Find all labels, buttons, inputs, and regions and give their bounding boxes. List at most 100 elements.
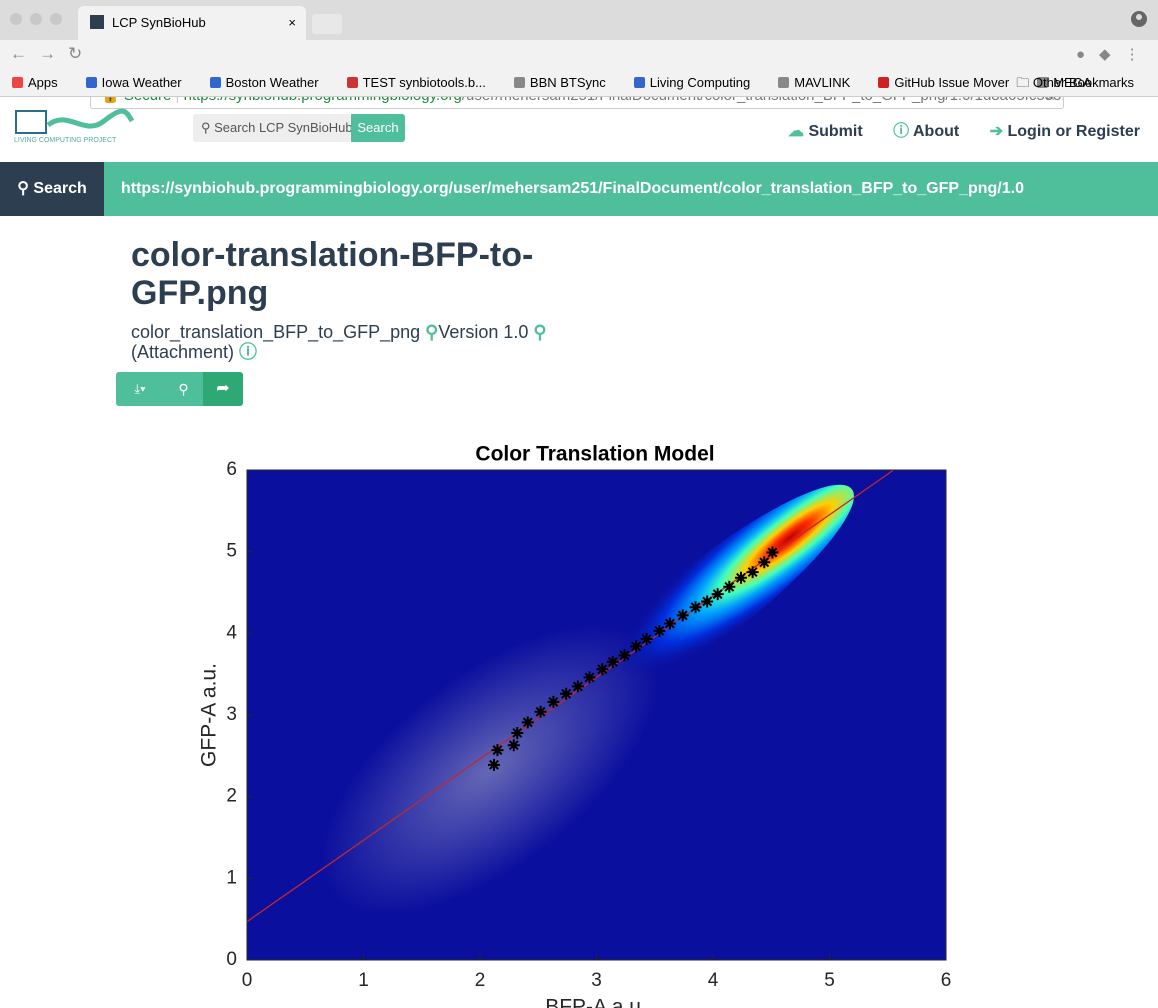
bookmark-label: Iowa Weather bbox=[101, 75, 182, 90]
bookmark-label: TEST synbiotools.b... bbox=[362, 75, 486, 90]
point bbox=[723, 580, 736, 593]
point bbox=[711, 588, 724, 601]
bookmark[interactable]: GitHub Issue Mover bbox=[878, 75, 1023, 90]
point bbox=[663, 617, 676, 630]
bookmark[interactable]: MEGA bbox=[1037, 75, 1105, 90]
point bbox=[734, 571, 747, 584]
bookmark[interactable]: Iowa Weather bbox=[85, 75, 196, 90]
point bbox=[583, 671, 596, 684]
x-tick-label: 3 bbox=[591, 970, 602, 991]
search-tab[interactable]: ⚲ Search bbox=[0, 162, 104, 216]
x-axis-label: BFP-A a.u. bbox=[545, 996, 647, 1008]
x-tick-label: 2 bbox=[475, 970, 486, 991]
logo[interactable]: LIVING COMPUTING PROJECT bbox=[14, 107, 136, 147]
site-header: LIVING COMPUTING PROJECT ⚲ Search LCP Sy… bbox=[0, 97, 1158, 162]
bookmark[interactable]: Boston Weather bbox=[209, 75, 333, 90]
subtitle: color_translation_BFP_to_GFP_png ⚲Versio… bbox=[131, 322, 547, 362]
plot-frame bbox=[246, 469, 947, 961]
point bbox=[746, 566, 759, 579]
bookmark[interactable]: Apps bbox=[12, 75, 72, 90]
new-tab[interactable] bbox=[312, 14, 342, 34]
nav-link[interactable]: About bbox=[912, 123, 960, 140]
tab-title: LCP SynBioHub bbox=[112, 15, 206, 30]
point bbox=[606, 655, 619, 668]
point bbox=[758, 556, 771, 569]
point bbox=[766, 546, 779, 559]
bookmark-label: BBN BTSync bbox=[529, 75, 606, 90]
point bbox=[560, 687, 573, 700]
fit-line bbox=[247, 470, 894, 923]
point bbox=[491, 744, 504, 757]
version: Version 1.0 bbox=[438, 322, 529, 342]
search-placeholder: Search LCP SynBioHub bbox=[214, 120, 351, 135]
search-tab-label: Search bbox=[33, 180, 87, 197]
page-title: color-translation-BFP-to-GFP.png bbox=[131, 236, 534, 312]
download-button[interactable]: ⤓▾ bbox=[116, 372, 164, 406]
point bbox=[534, 705, 547, 718]
logo-text: LIVING COMPUTING PROJECT bbox=[14, 137, 117, 144]
y-tick-label: 0 bbox=[226, 949, 237, 970]
y-tick-label: 6 bbox=[226, 459, 237, 480]
point bbox=[487, 758, 500, 771]
bookmark-label: Living Computing bbox=[649, 75, 751, 90]
extensions[interactable]: ●◆⋮ bbox=[1076, 46, 1154, 63]
point bbox=[689, 601, 702, 614]
bookmark[interactable]: TEST synbiotools.b... bbox=[346, 75, 500, 90]
search-input[interactable]: ⚲ Search LCP SynBioHub bbox=[193, 114, 351, 142]
type: (Attachment) bbox=[131, 342, 235, 362]
y-tick-label: 1 bbox=[226, 867, 237, 888]
bookmark[interactable]: BBN BTSync bbox=[513, 75, 620, 90]
bookmark-label: Boston Weather bbox=[225, 75, 319, 90]
bookmark[interactable]: MAVLINK bbox=[778, 75, 864, 90]
nav-link[interactable]: Submit bbox=[808, 123, 863, 140]
profile-icon[interactable] bbox=[1130, 10, 1148, 28]
bookmark-list: Apps Iowa Weather Boston Weather TEST synbi… bbox=[12, 75, 1120, 90]
bookmark-label: MEGA bbox=[1053, 75, 1092, 90]
bookmark-label: MAVLINK bbox=[794, 75, 851, 90]
nav-buttons[interactable]: ←→↻ bbox=[10, 44, 95, 63]
nav-links: ☁ Submit ⓘ About ➔ Login or Register bbox=[788, 123, 1140, 140]
bookmark-label: Apps bbox=[28, 75, 58, 90]
point bbox=[511, 726, 524, 739]
point bbox=[547, 695, 560, 708]
point bbox=[507, 739, 520, 752]
y-tick-label: 4 bbox=[226, 622, 237, 643]
chart-title: Color Translation Model bbox=[475, 443, 714, 466]
point bbox=[701, 595, 714, 608]
point bbox=[640, 633, 653, 646]
address-bar: ←→↻ 🔒 Secure | https://synbiohub.program… bbox=[0, 40, 1158, 109]
search-button[interactable]: Search bbox=[351, 114, 405, 142]
x-tick-label: 4 bbox=[708, 970, 719, 991]
bookmark-label: GitHub Issue Mover bbox=[894, 75, 1010, 90]
y-tick-label: 2 bbox=[226, 786, 237, 807]
uri[interactable]: https://synbiohub.programmingbiology.org… bbox=[121, 180, 1024, 197]
x-tick-label: 5 bbox=[824, 970, 835, 991]
nav-link[interactable]: Login or Register bbox=[1007, 123, 1140, 140]
y-axis-label: GFP-A a.u. bbox=[198, 663, 221, 767]
uri-bar: ⚲ Search https://synbiohub.programmingbi… bbox=[0, 162, 1158, 216]
point bbox=[676, 609, 689, 622]
point bbox=[618, 649, 631, 662]
window-controls[interactable] bbox=[10, 12, 70, 26]
y-tick-label: 3 bbox=[226, 704, 237, 725]
action-buttons: ⤓▾ ⚲ ➦ bbox=[116, 372, 243, 406]
bookmark[interactable]: Living Computing bbox=[633, 75, 764, 90]
chart: Color Translation Model GFP-A a.u. BFP-A… bbox=[198, 443, 952, 1008]
point bbox=[596, 663, 609, 676]
display-id: color_translation_BFP_to_GFP_png bbox=[131, 322, 421, 342]
point bbox=[630, 640, 643, 653]
y-tick-label: 5 bbox=[226, 541, 237, 562]
x-tick-label: 6 bbox=[941, 970, 952, 991]
tab-bar: LCP SynBioHub × bbox=[0, 0, 1158, 40]
share-button[interactable]: ➦ bbox=[203, 372, 243, 406]
point bbox=[571, 680, 584, 693]
point bbox=[521, 716, 534, 729]
x-tick-label: 0 bbox=[242, 970, 253, 991]
point bbox=[653, 624, 666, 637]
other-bookmarks-label: Other Bookmarks bbox=[1032, 75, 1134, 90]
tab[interactable]: LCP SynBioHub × bbox=[78, 6, 306, 40]
other-bookmarks[interactable]: 🗀 Other Bookmarks bbox=[1016, 75, 1134, 90]
search-similar-button[interactable]: ⚲ bbox=[164, 372, 203, 406]
